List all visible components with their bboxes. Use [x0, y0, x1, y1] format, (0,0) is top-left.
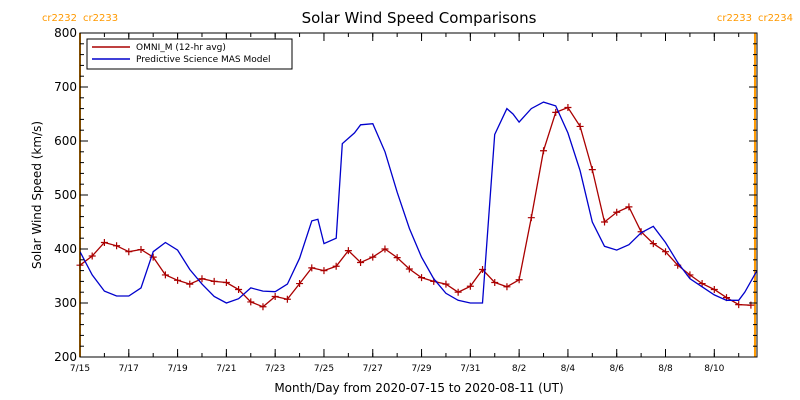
x-tick-label-8/10: 8/10: [704, 364, 724, 374]
data-point: [503, 283, 511, 291]
data-point: [454, 288, 462, 296]
data-point: [235, 286, 243, 293]
y-tick-label-500: 500: [54, 188, 77, 202]
data-point: [564, 104, 572, 112]
legend-box: [86, 38, 293, 70]
data-point: [332, 262, 340, 270]
data-point: [625, 203, 633, 211]
x-tick-label-7/17: 7/17: [119, 364, 139, 374]
data-point: [296, 280, 304, 288]
x-tick-label-7/29: 7/29: [411, 364, 431, 374]
data-point: [418, 274, 426, 282]
data-point: [222, 278, 230, 286]
carrington-left-label-1: cr2233: [717, 13, 752, 24]
data-point: [186, 280, 194, 288]
data-point: [381, 245, 389, 253]
data-point: [100, 239, 108, 247]
data-point: [308, 264, 316, 272]
data-point: [698, 280, 706, 288]
data-point: [259, 303, 267, 311]
axis-ticks: 200 300 400 500 600 700 800 7/15 7/17 7/19 7/21 7/2…: [54, 26, 757, 374]
x-tick-label-8/6: 8/6: [609, 364, 624, 374]
carrington-left-label-0: cr2232: [42, 13, 77, 24]
x-tick-label-7/19: 7/19: [167, 364, 187, 374]
data-point: [466, 282, 474, 290]
data-point: [515, 276, 523, 284]
x-tick-label-7/25: 7/25: [314, 364, 334, 374]
y-tick-label-200: 200: [54, 350, 77, 364]
data-point: [735, 301, 743, 309]
y-tick-label-600: 600: [54, 134, 77, 148]
data-point: [247, 298, 255, 306]
series-layer: [76, 101, 758, 311]
y-tick-label-800: 800: [54, 26, 77, 40]
data-point: [125, 248, 133, 256]
legend: OMNI_M (12-hr avg) Predictive Science MA…: [86, 38, 293, 70]
data-point: [161, 271, 169, 279]
data-point: [369, 253, 377, 261]
y-tick-label-400: 400: [54, 242, 77, 256]
data-point: [174, 276, 182, 284]
carrington-right-label-1: cr2234: [758, 13, 793, 24]
data-point: [442, 280, 450, 288]
y-tick-label-700: 700: [54, 80, 77, 94]
data-point: [613, 208, 621, 216]
x-tick-label-7/15: 7/15: [70, 364, 90, 374]
data-point: [601, 218, 609, 226]
x-tick-label-8/2: 8/2: [512, 364, 526, 374]
data-point: [344, 247, 352, 255]
data-point: [662, 248, 670, 256]
legend-entry-mas: Predictive Science MAS Model: [136, 55, 271, 65]
data-point: [588, 166, 596, 174]
data-point: [198, 275, 206, 283]
x-axis-label: Month/Day from 2020-07-15 to 2020-08-11 …: [274, 381, 563, 395]
data-point: [137, 246, 145, 254]
data-point: [540, 147, 548, 155]
data-point: [710, 286, 718, 293]
y-tick-label-300: 300: [54, 296, 77, 310]
data-point: [320, 267, 328, 275]
data-point: [88, 252, 96, 260]
x-tick-label-7/21: 7/21: [216, 364, 236, 374]
data-point: [283, 295, 291, 303]
y-axis-label: Solar Wind Speed (km/s): [30, 121, 44, 269]
carrington-right-label-0: cr2233: [83, 13, 118, 24]
data-point: [210, 277, 218, 285]
data-point: [393, 254, 401, 262]
data-point: [576, 122, 584, 130]
x-tick-label-7/31: 7/31: [460, 364, 480, 374]
data-point: [649, 240, 657, 248]
x-tick-label-8/4: 8/4: [561, 364, 576, 374]
data-point: [491, 278, 499, 286]
data-point: [405, 265, 413, 273]
data-point: [357, 259, 365, 266]
x-tick-label-7/27: 7/27: [363, 364, 383, 374]
data-point: [271, 293, 279, 301]
series-line-0: [79, 106, 751, 308]
x-tick-label-7/23: 7/23: [265, 364, 285, 374]
data-point: [527, 214, 535, 222]
x-tick-label-8/8: 8/8: [658, 364, 673, 374]
plot-frame: [79, 32, 758, 358]
legend-entry-omni: OMNI_M (12-hr avg): [136, 43, 226, 53]
series-line-1: [79, 101, 758, 304]
chart-title: Solar Wind Speed Comparisons: [302, 9, 537, 27]
data-point: [113, 242, 121, 250]
